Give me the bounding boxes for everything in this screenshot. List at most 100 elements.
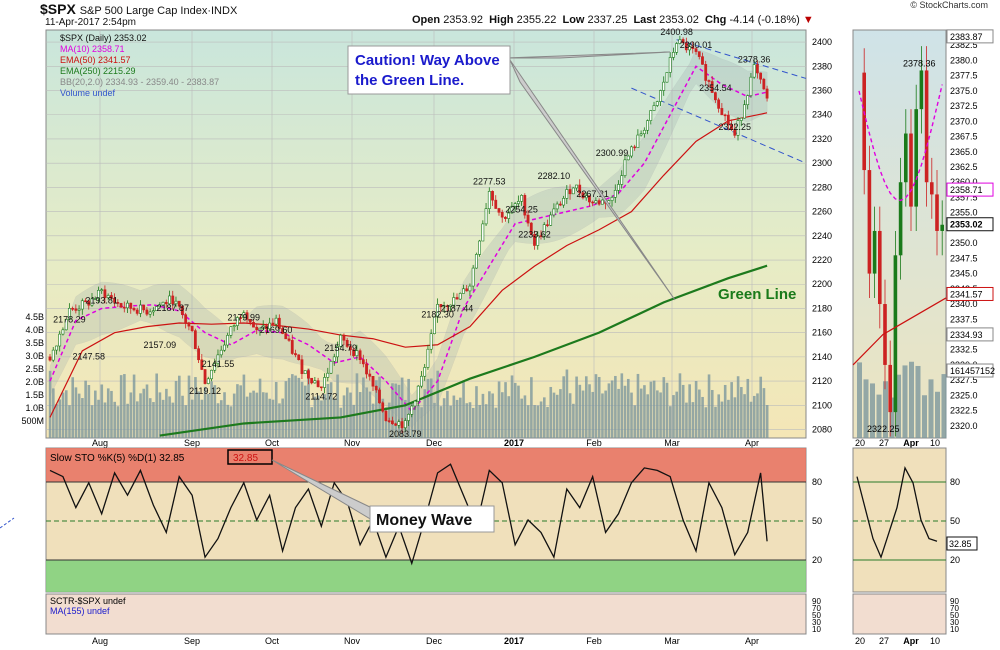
- candle: [513, 203, 517, 207]
- volume-bar: [591, 391, 595, 438]
- sto-value-highlight: 32.85: [233, 453, 258, 464]
- candle: [397, 421, 401, 426]
- x-tick-label-bottom: Aug: [92, 636, 108, 646]
- volume-bar: [746, 378, 750, 438]
- zoom-y-tick-label: 2340.0: [950, 299, 978, 309]
- candle: [752, 64, 756, 78]
- candle: [555, 203, 559, 210]
- zoom-value-tag-text: 2358.71: [950, 185, 983, 195]
- volume-bar: [397, 384, 401, 438]
- candle: [520, 195, 523, 202]
- volume-bar: [530, 377, 533, 438]
- candle: [181, 305, 184, 315]
- volume-bar: [481, 393, 485, 438]
- candle: [701, 56, 704, 65]
- volume-bar: [291, 374, 294, 438]
- volume-bar: [148, 398, 152, 438]
- candle: [274, 317, 278, 325]
- candle: [562, 198, 565, 206]
- candle: [310, 377, 314, 384]
- zoom-value-tag-text: 2334.93: [950, 330, 983, 340]
- x-tick-label: 2017: [504, 438, 524, 448]
- volume-bar: [87, 384, 91, 438]
- candle: [216, 354, 220, 364]
- zoom-candle: [904, 133, 908, 183]
- candle: [668, 57, 672, 73]
- volume-tick-label: 2.5B: [25, 364, 44, 374]
- candle: [688, 46, 691, 51]
- candle: [268, 322, 272, 330]
- volume-bar: [720, 401, 724, 438]
- candle: [420, 375, 423, 387]
- candle: [352, 349, 356, 357]
- candle: [762, 78, 766, 90]
- volume-bar: [165, 388, 168, 438]
- candle: [484, 208, 488, 225]
- candle: [749, 76, 753, 96]
- candle: [210, 369, 213, 380]
- candle: [332, 356, 336, 362]
- volume-bar: [471, 407, 475, 438]
- candle: [581, 192, 585, 199]
- candle: [151, 310, 155, 313]
- zoom-y-tick-label: 2345.0: [950, 269, 978, 279]
- price-label: 2267.21: [576, 189, 609, 199]
- candle: [203, 369, 207, 384]
- zoom-value-tag-text: 161457152: [950, 366, 995, 376]
- candle: [378, 389, 381, 404]
- price-label: 2390.01: [680, 40, 713, 50]
- candle: [400, 421, 404, 429]
- volume-bar: [685, 402, 688, 438]
- volume-bar: [675, 391, 679, 438]
- money-wave-text: Money Wave: [376, 512, 472, 529]
- candle: [633, 146, 637, 149]
- candle: [620, 175, 624, 185]
- candle: [326, 372, 330, 378]
- zoom-volume-bar: [935, 391, 940, 438]
- quote-bar: Open 2353.92 High 2355.22 Low 2337.25 La…: [412, 14, 814, 26]
- volume-bar: [106, 388, 110, 438]
- zoom-x-tick-label-bottom: 10: [930, 636, 940, 646]
- zoom-sto-panel: [852, 447, 947, 593]
- zoom-y-tick-label: 2362.5: [950, 162, 978, 172]
- legend-entry: EMA(50) 2341.57: [60, 55, 131, 65]
- candle: [765, 88, 769, 99]
- volume-bar: [588, 384, 591, 438]
- volume-bar: [513, 382, 517, 438]
- volume-bar: [64, 390, 68, 438]
- candle: [478, 240, 482, 255]
- volume-bar: [310, 407, 314, 438]
- candle: [759, 72, 763, 80]
- volume-bar: [552, 392, 556, 438]
- candle: [339, 334, 343, 347]
- candle: [504, 216, 507, 219]
- volume-bar: [329, 382, 333, 438]
- candle: [623, 159, 627, 176]
- candle: [187, 322, 191, 327]
- caution-text-1: Caution! Way Above: [355, 52, 500, 69]
- candle: [219, 349, 223, 356]
- candle: [55, 345, 58, 351]
- zoom-y-tick-label: 2375.0: [950, 86, 978, 96]
- candle: [487, 191, 491, 209]
- volume-bar: [55, 403, 58, 438]
- zoom-y-tick-label: 2382.5: [950, 40, 978, 50]
- zoom-y-tick-label: 2365.0: [950, 147, 978, 157]
- candle: [358, 350, 362, 361]
- zoom-volume-bar: [922, 395, 927, 438]
- volume-bar: [623, 385, 627, 438]
- volume-bar: [119, 375, 123, 438]
- volume-bar: [94, 390, 97, 438]
- candle: [71, 308, 75, 310]
- volume-tick-label: 1.0B: [25, 403, 44, 413]
- volume-bar: [475, 386, 478, 438]
- candle: [361, 359, 365, 365]
- candle: [591, 201, 595, 204]
- volume-bar: [84, 380, 87, 438]
- price-label: 2147.58: [72, 352, 105, 362]
- price-label: 2182.30: [421, 310, 454, 320]
- volume-bar: [436, 370, 440, 438]
- y-tick-label: 2260: [812, 207, 832, 217]
- candle: [600, 199, 604, 205]
- legend-entry: MA(10) 2358.71: [60, 44, 125, 54]
